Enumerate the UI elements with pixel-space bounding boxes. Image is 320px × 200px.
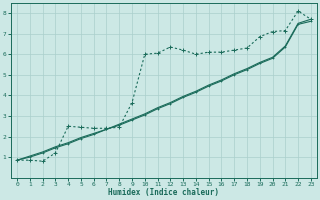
X-axis label: Humidex (Indice chaleur): Humidex (Indice chaleur) bbox=[108, 188, 220, 197]
